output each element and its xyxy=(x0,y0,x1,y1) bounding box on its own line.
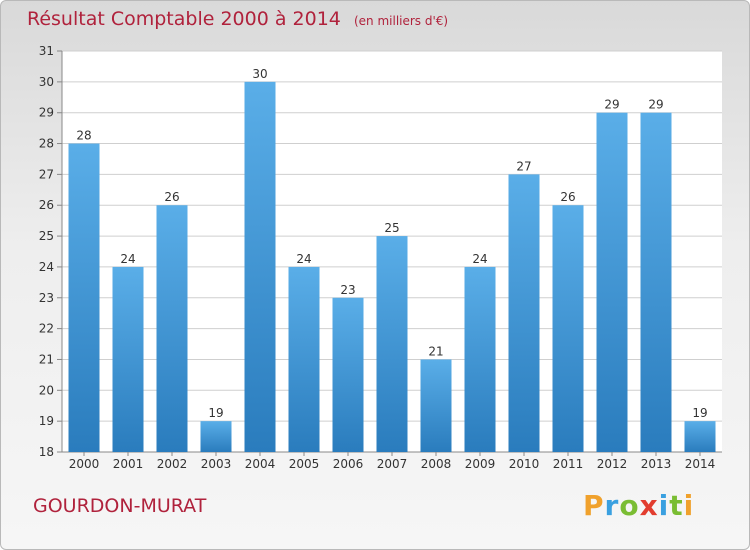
y-tick-label: 26 xyxy=(39,198,54,212)
x-tick-label: 2001 xyxy=(113,457,144,471)
bar-value-label: 29 xyxy=(604,98,619,112)
bar xyxy=(288,266,320,452)
y-tick-label: 18 xyxy=(39,445,54,459)
bar-value-label: 27 xyxy=(516,159,531,173)
bar xyxy=(68,143,100,453)
x-tick-label: 2007 xyxy=(377,457,408,471)
logo-letter: i xyxy=(683,489,695,522)
bar xyxy=(112,266,144,452)
logo-letter: i xyxy=(658,489,670,522)
bar xyxy=(200,421,232,452)
bar xyxy=(684,421,716,452)
bar-value-label: 24 xyxy=(296,252,311,266)
y-tick-label: 22 xyxy=(39,322,54,336)
x-tick-label: 2014 xyxy=(685,457,716,471)
bar-value-label: 19 xyxy=(208,406,223,420)
x-tick-label: 2003 xyxy=(201,457,232,471)
bar-value-label: 25 xyxy=(384,221,399,235)
bar xyxy=(596,112,628,452)
y-tick-label: 25 xyxy=(39,229,54,243)
x-tick-label: 2009 xyxy=(465,457,496,471)
proxiti-logo: Proxiti xyxy=(583,489,694,522)
x-tick-label: 2006 xyxy=(333,457,364,471)
bar xyxy=(156,205,188,452)
y-tick-label: 27 xyxy=(39,167,54,181)
bar-value-label: 19 xyxy=(692,406,707,420)
place-name: GOURDON-MURAT xyxy=(33,495,207,517)
bar xyxy=(464,266,496,452)
x-tick-label: 2008 xyxy=(421,457,452,471)
logo-letter: x xyxy=(639,489,659,522)
y-tick-label: 20 xyxy=(39,383,54,397)
bar-value-label: 24 xyxy=(120,252,135,266)
bar xyxy=(376,236,408,452)
chart-title-unit: (en milliers d'€) xyxy=(353,14,449,28)
y-tick-label: 30 xyxy=(39,75,54,89)
y-tick-label: 28 xyxy=(39,137,54,151)
chart-title-main: Résultat Comptable 2000 à 2014 xyxy=(27,8,341,30)
x-tick-label: 2013 xyxy=(641,457,672,471)
logo-letter: t xyxy=(669,489,684,522)
bar xyxy=(420,359,452,452)
y-tick-label: 21 xyxy=(39,352,54,366)
y-tick-label: 19 xyxy=(39,414,54,428)
logo-letter: r xyxy=(604,489,620,522)
bar xyxy=(244,81,276,452)
x-tick-label: 2002 xyxy=(157,457,188,471)
bar-value-label: 23 xyxy=(340,283,355,297)
bar xyxy=(640,112,672,452)
x-tick-label: 2004 xyxy=(245,457,276,471)
bar-value-label: 30 xyxy=(252,67,267,81)
bar-value-label: 28 xyxy=(76,129,91,143)
bar xyxy=(552,205,584,452)
x-tick-label: 2010 xyxy=(509,457,540,471)
bar-value-label: 26 xyxy=(164,190,179,204)
x-tick-label: 2000 xyxy=(69,457,100,471)
bar-value-label: 21 xyxy=(428,344,443,358)
bar-value-label: 29 xyxy=(648,98,663,112)
x-tick-label: 2005 xyxy=(289,457,320,471)
logo-letter: o xyxy=(619,489,640,522)
logo-letter: P xyxy=(583,489,605,522)
bar xyxy=(332,297,364,452)
y-tick-label: 24 xyxy=(39,260,54,274)
bar-value-label: 26 xyxy=(560,190,575,204)
bar xyxy=(508,174,540,452)
y-tick-label: 23 xyxy=(39,291,54,305)
y-tick-label: 29 xyxy=(39,106,54,120)
bar-value-label: 24 xyxy=(472,252,487,266)
chart-title: Résultat Comptable 2000 à 2014 (en milli… xyxy=(27,8,448,30)
y-tick-label: 31 xyxy=(39,44,54,58)
x-tick-label: 2012 xyxy=(597,457,628,471)
x-tick-label: 2011 xyxy=(553,457,584,471)
